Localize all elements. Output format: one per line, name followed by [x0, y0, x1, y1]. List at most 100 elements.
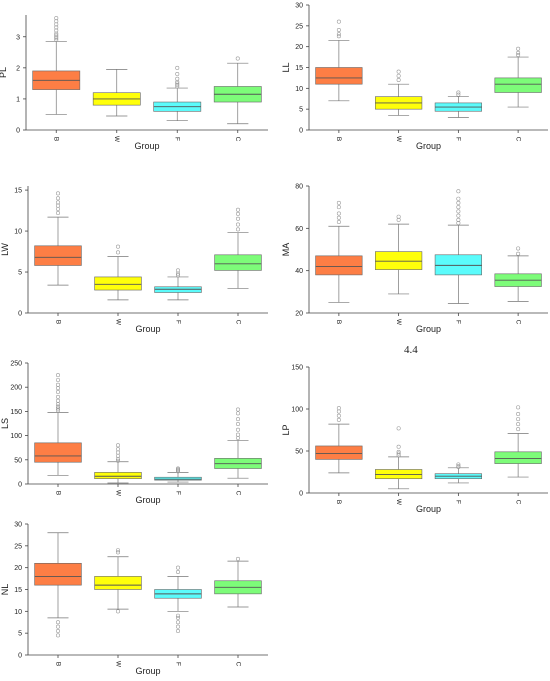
x-tick-label: C — [514, 137, 521, 142]
y-tick-label: 5 — [18, 631, 22, 638]
box-b — [34, 191, 82, 286]
iqr-box — [315, 255, 363, 276]
box-c — [494, 46, 542, 108]
y-tick-label: 10 — [14, 609, 22, 616]
x-tick-label: C — [514, 320, 521, 325]
outlier-point — [336, 417, 341, 422]
outlier-point — [336, 27, 341, 32]
x-tick-label: F — [455, 320, 462, 324]
outlier-point — [176, 268, 181, 273]
x-tick-label: B — [53, 137, 60, 141]
outlier-point — [516, 52, 521, 57]
y-tick-label: 30 — [14, 522, 22, 529]
y-tick-label: 15 — [295, 65, 303, 72]
outlier-point — [55, 373, 60, 378]
outlier-point — [336, 409, 341, 414]
outlier-point — [176, 273, 181, 278]
box-c — [494, 246, 542, 302]
outlier-point — [336, 413, 341, 418]
outlier-point — [456, 189, 461, 194]
box-w — [92, 69, 141, 117]
outlier-point — [236, 211, 241, 216]
box-w — [94, 244, 142, 301]
y-tick-label: 25 — [14, 543, 22, 550]
box-b — [315, 200, 363, 303]
outlier-point — [516, 405, 521, 410]
outlier-point — [116, 443, 121, 448]
outlier-point — [176, 565, 181, 570]
y-tick-label: 5 — [18, 270, 22, 277]
x-tick-label: W — [395, 499, 402, 506]
outlier-point — [55, 196, 60, 201]
chart-ll: 0 5 10 15 20 25 30 LL Group B W F C — [281, 3, 548, 151]
outlier-point — [55, 203, 60, 208]
x-axis-label: Group — [135, 324, 160, 334]
outlier-point — [456, 464, 461, 469]
iqr-box — [34, 442, 82, 463]
outlier-point — [336, 34, 341, 39]
iqr-box — [94, 472, 142, 479]
outlier-point — [456, 205, 461, 210]
iqr-box — [434, 254, 482, 276]
box-f — [434, 189, 482, 304]
outlier-point — [55, 406, 60, 411]
x-tick-label: F — [455, 500, 462, 504]
outlier-point — [55, 633, 60, 638]
x-tick-label: W — [395, 136, 402, 143]
y-tick-label: 10 — [14, 229, 22, 236]
x-axis-label: Group — [416, 141, 441, 151]
iqr-box — [34, 245, 82, 266]
y-tick-label: 20 — [295, 44, 303, 51]
chart-ls: 0 50 100 150 200 250 LS Group B W F C — [0, 361, 268, 505]
y-tick-label: 0 — [18, 653, 22, 660]
outlier-point — [116, 548, 121, 553]
y-tick-label: 15 — [14, 587, 22, 594]
box-w — [94, 548, 142, 614]
outlier-point — [516, 46, 521, 51]
x-tick-label: W — [114, 490, 121, 497]
outlier-point — [176, 620, 181, 625]
iqr-box — [34, 562, 82, 586]
outlier-point — [116, 609, 121, 614]
box-c — [494, 405, 542, 478]
y-tick-label: 2 — [16, 65, 20, 72]
outlier-point — [456, 209, 461, 214]
outlier-point — [55, 382, 60, 387]
outlier-point — [236, 207, 241, 212]
outlier-point — [176, 624, 181, 629]
x-tick-label: F — [174, 137, 181, 141]
outlier-point — [236, 421, 241, 426]
outlier-point — [176, 613, 181, 618]
box-f — [434, 90, 482, 118]
chart-ma: 20 40 60 80 MA Group B W F C — [281, 184, 548, 334]
outlier-point — [336, 200, 341, 205]
iqr-box — [94, 276, 142, 291]
y-tick-label: 40 — [295, 268, 303, 275]
x-tick-label: B — [335, 500, 342, 504]
outlier-point — [396, 69, 401, 74]
outlier-point — [516, 417, 521, 422]
box-w — [375, 426, 423, 490]
box-f — [154, 268, 202, 301]
y-tick-label: 50 — [14, 457, 22, 464]
x-tick-label: F — [455, 137, 462, 141]
y-tick-label: 150 — [10, 409, 22, 416]
outlier-point — [176, 466, 181, 471]
y-tick-label: 30 — [295, 3, 303, 10]
y-axis-label: LS — [0, 418, 10, 429]
page-caption: 4.4 — [404, 344, 418, 356]
x-tick-label: C — [234, 662, 241, 667]
box-c — [214, 556, 262, 608]
y-tick-label: 0 — [18, 482, 22, 489]
y-axis-label: LW — [0, 243, 10, 256]
chart-pl: 0 1 2 3 PL Group B W F C — [0, 15, 268, 151]
x-tick-label: F — [174, 491, 181, 495]
outlier-point — [116, 456, 121, 461]
outlier-point — [55, 211, 60, 216]
outlier-point — [55, 377, 60, 382]
outlier-point — [54, 33, 59, 38]
outlier-point — [55, 620, 60, 625]
x-tick-label: W — [114, 661, 121, 668]
y-axis-label: MA — [281, 243, 291, 257]
x-tick-label: C — [234, 137, 241, 142]
